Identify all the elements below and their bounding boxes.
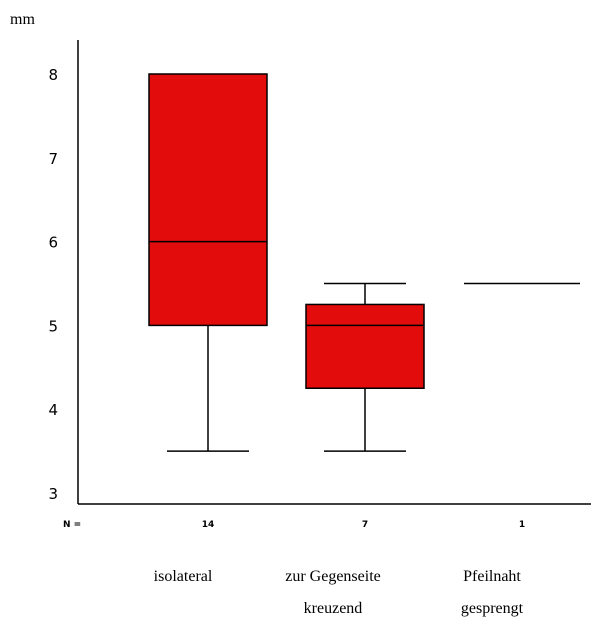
y-tick-label: 3 — [48, 485, 58, 503]
n-label: N = — [63, 520, 81, 530]
iqr-box — [148, 73, 268, 327]
y-tick-label: 7 — [48, 150, 58, 168]
iqr-box — [305, 303, 425, 390]
box-group — [148, 73, 580, 452]
y-tick-group: 3 4 5 6 7 8 — [48, 66, 58, 503]
y-tick-label: 8 — [48, 66, 58, 84]
category-label: gesprengt — [461, 600, 524, 617]
n-count: 14 — [202, 520, 215, 530]
category-label: Pfeilnaht — [463, 568, 521, 585]
category-label: kreuzend — [304, 600, 363, 617]
category-label-group: 14 isolateral 7 zur Gegenseite kreuzend 1 Pfei… — [154, 520, 525, 617]
y-tick-label: 6 — [48, 234, 58, 252]
category-label: isolateral — [154, 568, 213, 585]
category-label: zur Gegenseite — [285, 568, 381, 585]
n-count: 1 — [519, 520, 525, 530]
n-count: 7 — [362, 520, 368, 530]
y-tick-label: 4 — [48, 401, 58, 419]
y-axis-label: mm — [10, 11, 35, 28]
y-tick-label: 5 — [48, 317, 58, 335]
box-2 — [305, 282, 425, 452]
box-1 — [148, 73, 268, 452]
